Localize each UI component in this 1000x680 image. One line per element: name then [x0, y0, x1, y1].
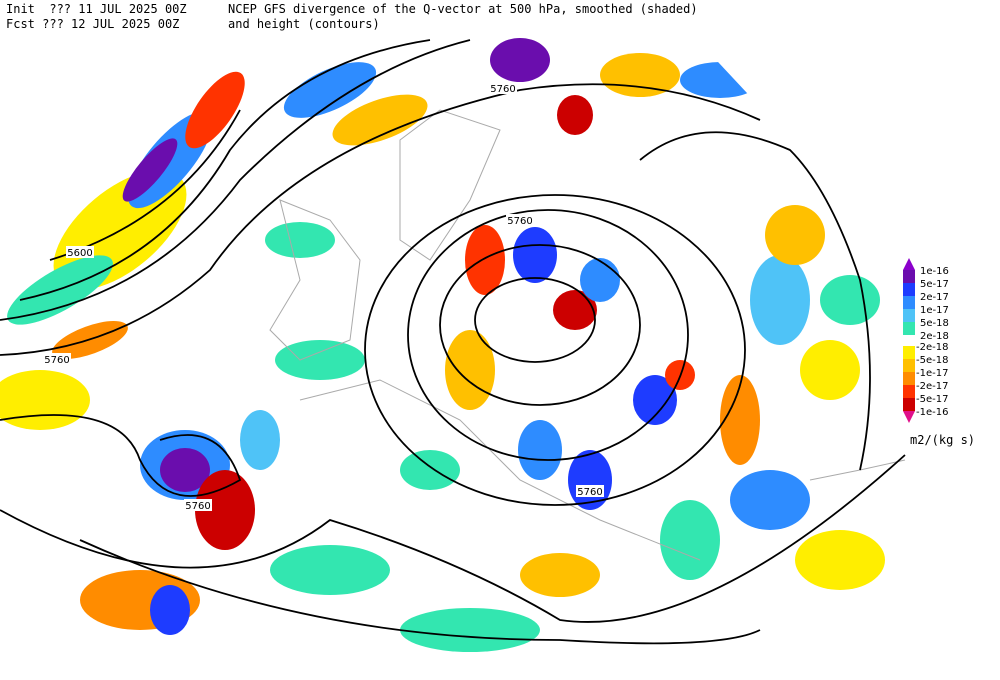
colorbar-label: 5e-18	[920, 318, 949, 329]
height-contours	[0, 39, 906, 645]
colorbar-label: -5e-18	[916, 355, 948, 366]
contour-label: 5760	[577, 487, 602, 498]
contour-label: 5760	[490, 84, 515, 95]
colorbar-label: -2e-18	[916, 342, 948, 353]
contour-label: 5760	[507, 216, 532, 227]
colorbar-label: 2e-17	[920, 292, 949, 303]
map-title: NCEP GFS divergence of the Q-vector at 5…	[228, 2, 698, 16]
contour-label: 5760	[185, 501, 210, 512]
header: Init ??? 11 JUL 2025 00Z Fcst ??? 12 JUL…	[6, 2, 698, 31]
colorbar-label: 1e-17	[920, 305, 949, 316]
colorbar-label: -1e-17	[916, 368, 948, 379]
init-time: Init ??? 11 JUL 2025 00Z	[6, 2, 187, 16]
map-subtitle: and height (contours)	[228, 17, 380, 31]
contour-label: 5760	[44, 355, 69, 366]
colorbar-label: 2e-18	[920, 331, 949, 342]
colorbar-units: m2/(kg s)	[910, 433, 975, 447]
colorbar-label: 1e-16	[920, 266, 949, 277]
colorbar-label: 5e-17	[920, 279, 949, 290]
colorbar: 1e-16 5e-17 2e-17 1e-17 5e-18 2e-18 -2e-…	[903, 258, 975, 447]
colorbar-label: -2e-17	[916, 381, 948, 392]
colorbar-label: -1e-16	[916, 407, 948, 418]
contour-label: 5600	[67, 248, 92, 259]
colorbar-label: -5e-17	[916, 394, 948, 405]
contour-labels: 5760 5600 5760 5760 5760 5760	[43, 82, 604, 512]
forecast-time: Fcst ??? 12 JUL 2025 00Z	[6, 17, 179, 31]
